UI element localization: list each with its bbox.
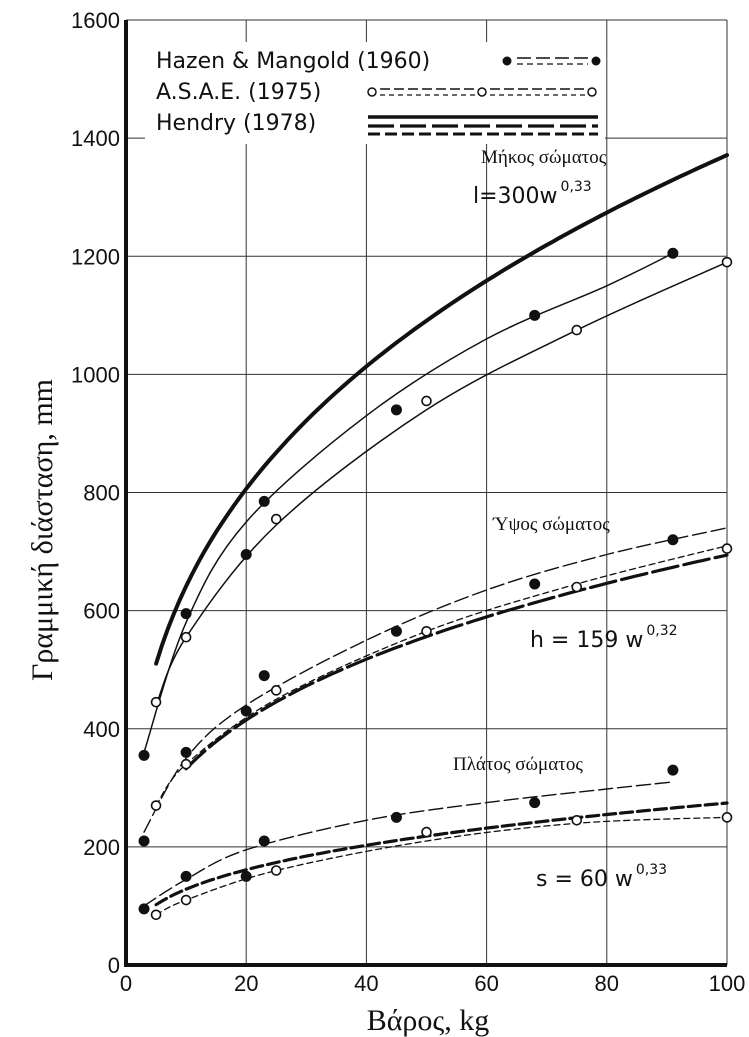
data-point-length-asae: [721, 256, 733, 268]
legend-marker-asae: [477, 87, 487, 97]
legend-swatches: [367, 56, 601, 136]
annotation-length: Μήκος σώματος: [481, 147, 607, 168]
x-tick-label: 40: [354, 971, 378, 996]
legend-label-hendry: Hendry (1978): [156, 111, 316, 136]
data-point-length-hm: [138, 749, 150, 761]
formula-width: s = 60 w 0,33: [536, 862, 667, 892]
y-axis-title: Γραμμική διάσταση, mm: [26, 379, 59, 681]
data-point-length-hm: [667, 247, 679, 259]
data-point-length-hm: [529, 309, 541, 321]
data-point-height-asae: [421, 625, 432, 637]
formula-height-base: h = 159 w: [530, 628, 643, 653]
x-tick-label: 20: [234, 971, 258, 996]
formula-length-exponent: 0,33: [561, 179, 592, 195]
data-point-length-asae: [150, 696, 162, 708]
series-curve-length-hendry: [154, 153, 729, 666]
data-points: [138, 247, 733, 921]
data-point-height-asae: [571, 581, 583, 593]
y-tick-label: 800: [83, 481, 120, 506]
legend-marker-asae: [587, 87, 597, 97]
data-point-width-hm: [390, 811, 402, 823]
legend: Hazen & Mangold (1960) A.S.A.E. (1975) H…: [145, 42, 605, 144]
data-point-width-hm: [138, 903, 150, 915]
y-tick-label: 0: [108, 953, 120, 978]
x-tick-label: 100: [709, 971, 746, 996]
data-point-width-asae: [150, 909, 162, 921]
data-point-width-hm: [529, 797, 541, 809]
legend-marker-hazen-mangold: [502, 56, 512, 66]
y-tick-label: 1600: [71, 8, 120, 33]
data-point-height-hm: [667, 534, 679, 546]
data-point-height-hm: [138, 835, 150, 847]
legend-label-hazen-mangold: Hazen & Mangold (1960): [156, 49, 430, 74]
legend-marker-asae: [367, 87, 377, 97]
data-point-width-asae: [721, 812, 733, 823]
data-point-height-asae: [270, 685, 282, 696]
data-point-length-hm: [240, 549, 252, 561]
series-curve-width-hm: [143, 781, 674, 907]
y-tick-label: 400: [83, 717, 120, 742]
series-curve-length-hm: [143, 252, 674, 754]
data-point-length-hm: [390, 404, 402, 416]
data-point-height-asae: [721, 543, 733, 554]
data-point-width-hm: [667, 764, 679, 776]
formula-length-base: l=300w: [473, 184, 558, 209]
data-point-width-asae: [180, 894, 192, 906]
data-point-length-asae: [180, 631, 192, 643]
data-point-height-hm: [240, 705, 252, 717]
formula-height-exponent: 0,32: [646, 623, 677, 639]
data-point-width-asae: [571, 814, 583, 826]
y-tick-label: 1400: [71, 126, 120, 151]
data-point-height-hm: [180, 746, 192, 758]
x-tick-label: 80: [595, 971, 619, 996]
x-tick-label: 0: [120, 971, 132, 996]
data-point-width-hm: [180, 870, 192, 882]
data-point-height-hm: [258, 670, 270, 682]
formula-width-exponent: 0,33: [636, 862, 667, 878]
y-tick-label: 1000: [71, 362, 120, 387]
y-tick-label: 200: [83, 835, 120, 860]
data-point-length-hm: [180, 608, 192, 620]
data-point-width-asae: [421, 826, 432, 838]
data-point-width-hm: [258, 835, 270, 847]
series-curve-height-hendry: [184, 553, 729, 771]
formula-length: l=300w 0,33: [473, 179, 592, 209]
formula-width-base: s = 60 w: [536, 867, 633, 892]
y-tick-label: 1200: [71, 244, 120, 269]
formula-height: h = 159 w 0,32: [530, 623, 678, 653]
series-curve-width-hendry: [154, 801, 729, 907]
data-point-width-asae: [270, 865, 282, 876]
annotation-width: Πλάτος σώματος: [453, 754, 583, 775]
legend-label-asae: A.S.A.E. (1975): [156, 80, 321, 105]
tick-labels: 0 20 40 60 80 1000200400600800100012001400160…: [71, 8, 745, 996]
data-point-length-asae: [421, 395, 432, 407]
data-point-height-asae: [150, 800, 162, 811]
data-point-height-asae: [180, 758, 192, 770]
data-point-width-hm: [240, 870, 252, 882]
x-axis-title: Βάρος, kg: [367, 1004, 490, 1037]
data-point-length-hm: [258, 495, 270, 507]
x-tick-label: 60: [474, 971, 498, 996]
data-point-height-hm: [390, 625, 402, 637]
annotation-height: Ύψος σώματος: [492, 514, 610, 535]
data-point-height-hm: [529, 578, 541, 590]
data-point-length-asae: [571, 324, 583, 336]
axes: [124, 20, 727, 967]
y-tick-label: 600: [83, 599, 120, 624]
legend-marker-hazen-mangold-end: [591, 56, 601, 66]
data-point-length-asae: [270, 513, 282, 525]
